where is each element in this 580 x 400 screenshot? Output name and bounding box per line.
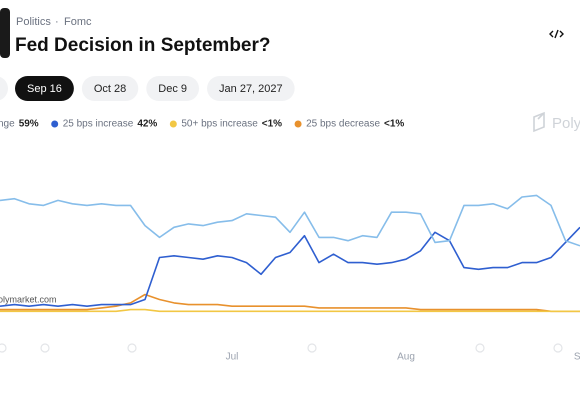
source-watermark: olymarket.com — [0, 294, 57, 304]
market-title: Fed Decision in September? — [15, 35, 271, 56]
x-tick-label: Jul — [226, 352, 239, 363]
legend-label: 25 bps decrease — [306, 119, 380, 130]
series-line — [0, 308, 580, 313]
x-axis-dots — [0, 343, 563, 353]
embed-icon — [549, 29, 564, 39]
legend-label: 50+ bps increase — [181, 119, 258, 130]
legend-label: 25 bps increase — [63, 119, 134, 130]
logo-icon — [533, 111, 545, 133]
axis-dot — [127, 343, 137, 353]
series-line — [0, 293, 580, 313]
legend-value: 42% — [137, 119, 157, 130]
tab-label: Oct 28 — [94, 83, 126, 95]
watermark-logo — [533, 111, 545, 133]
watermark: Poly — [552, 115, 580, 132]
x-tick-label: Aug — [397, 352, 415, 363]
market-image — [0, 8, 10, 58]
tab[interactable] — [207, 76, 295, 101]
legend-value: <1% — [384, 119, 404, 130]
legend-swatch — [169, 120, 177, 128]
legend-value: <1% — [262, 119, 282, 130]
axis-dot — [307, 343, 317, 353]
breadcrumb-separator: · — [55, 16, 59, 28]
tab-label: Sep 16 — [27, 83, 62, 95]
axis-dot — [0, 343, 7, 353]
axis-dot — [475, 343, 485, 353]
embed-button[interactable] — [549, 29, 564, 39]
legend-label: nge — [0, 119, 15, 130]
axis-dot — [553, 343, 563, 353]
x-tick-label: Se — [574, 352, 580, 363]
legend-value: 59% — [19, 119, 39, 130]
tab[interactable] — [81, 76, 139, 101]
tab[interactable] — [15, 76, 74, 101]
breadcrumb: Politics — [16, 16, 51, 28]
breadcrumb[interactable]: Fomc — [64, 16, 92, 28]
axis-dot — [40, 343, 50, 353]
legend-swatch — [294, 120, 302, 128]
tab[interactable] — [0, 76, 8, 101]
tab-label: Jan 27, 2027 — [219, 83, 283, 95]
series-line — [0, 194, 580, 247]
tab[interactable] — [146, 76, 200, 101]
legend-swatch — [51, 120, 59, 128]
tab-label: Dec 9 — [158, 83, 187, 95]
series-line — [0, 226, 580, 307]
